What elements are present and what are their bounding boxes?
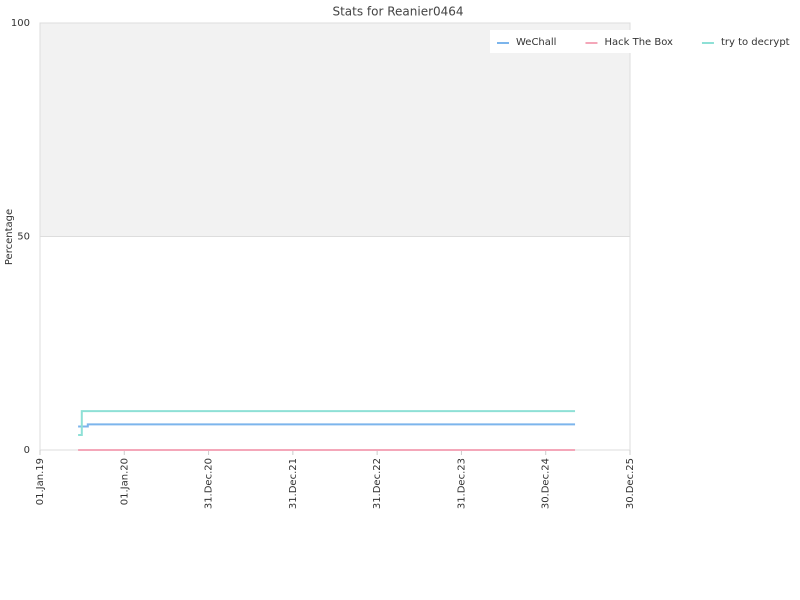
y-axis-label: Percentage <box>4 209 15 265</box>
x-tick-label: 30.Dec.24 <box>541 458 552 509</box>
x-tick-label: 31.Dec.20 <box>204 458 215 509</box>
series-line <box>78 410 576 437</box>
chart-title: Stats for Reanier0464 <box>332 5 463 19</box>
x-tick-label: 31.Dec.21 <box>288 458 299 509</box>
x-tick-label: 01.Jan.19 <box>35 458 46 505</box>
legend: WeChall Hack The Box try to decrypt <box>490 30 800 53</box>
x-tick-label: 31.Dec.23 <box>456 458 467 509</box>
y-tick-label: 100 <box>11 18 30 29</box>
legend-label: Hack The Box <box>604 37 673 48</box>
x-tick-label: 31.Dec.22 <box>372 458 383 509</box>
series-line <box>78 423 576 428</box>
legend-label: try to decrypt <box>721 37 790 48</box>
legend-box <box>490 30 800 53</box>
plot-band <box>40 23 630 237</box>
x-tick-label: 01.Jan.20 <box>119 458 130 505</box>
y-tick-label: 50 <box>17 232 30 243</box>
x-tick-label: 30.Dec.25 <box>625 458 636 509</box>
legend-label: WeChall <box>516 37 556 48</box>
y-tick-label: 0 <box>24 445 30 456</box>
